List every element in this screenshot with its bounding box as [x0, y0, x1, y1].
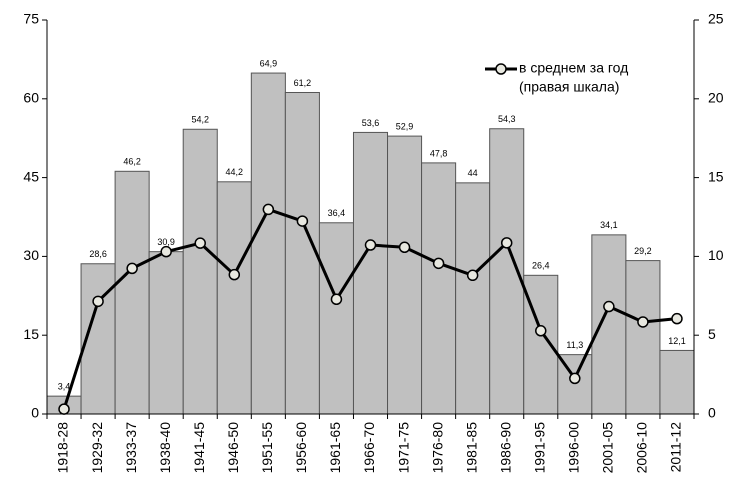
legend-marker: [495, 63, 507, 75]
y2-tick-label: 0: [708, 405, 716, 421]
y2-tick-label: 20: [708, 90, 724, 106]
value-label: 3,4: [58, 382, 71, 392]
marker: [671, 312, 683, 325]
value-label: 53,6: [362, 118, 380, 128]
marker: [535, 325, 547, 337]
x-tick-label: 1981-85: [463, 422, 479, 474]
value-label: 30,9: [157, 237, 175, 247]
value-label: 61,2: [294, 78, 312, 88]
y-tick-label: 15: [23, 326, 39, 342]
bar: [182, 128, 218, 415]
bar: [557, 354, 593, 415]
x-tick-label: 1951-55: [259, 422, 275, 474]
marker: [569, 372, 581, 385]
value-label: 46,2: [123, 157, 141, 167]
marker: [160, 245, 172, 258]
x-tick-label: 1976-80: [429, 422, 445, 474]
marker: [364, 239, 377, 251]
x-tick-label: 1961-65: [327, 422, 343, 474]
value-label: 29,2: [634, 246, 652, 256]
y-tick-label: 75: [23, 11, 39, 27]
x-tick-label: 1956-60: [293, 422, 309, 474]
x-tick-label: 2011-12: [668, 422, 684, 473]
bar: [148, 251, 184, 415]
marker: [262, 203, 275, 216]
marker: [432, 257, 445, 270]
marker: [603, 300, 615, 313]
x-tick-label: 1933-37: [123, 422, 139, 474]
value-label: 34,1: [600, 220, 618, 230]
bar: [284, 91, 320, 415]
marker: [228, 268, 241, 281]
marker: [330, 293, 343, 306]
x-tick-label: 1946-50: [225, 422, 241, 474]
bar: [387, 135, 423, 415]
x-tick-label: 1966-70: [361, 422, 377, 474]
marker: [296, 215, 309, 227]
value-label: 44: [468, 168, 478, 178]
x-tick-label: 1996-00: [566, 422, 582, 474]
bar: [421, 162, 457, 415]
bar: [216, 181, 252, 415]
y2-tick-label: 25: [708, 11, 724, 27]
y-tick-label: 0: [31, 405, 39, 421]
legend-label: в среднем за год: [519, 60, 628, 76]
bar: [625, 260, 661, 415]
x-tick-label: 2001-05: [600, 422, 616, 474]
marker: [500, 237, 513, 249]
bar: [114, 170, 150, 415]
y2-tick-label: 10: [708, 247, 724, 263]
value-label: 47,8: [430, 148, 448, 158]
value-label: 26,4: [532, 261, 550, 271]
marker: [398, 241, 411, 254]
value-label: 44,2: [226, 167, 244, 177]
bar: [659, 349, 695, 415]
value-label: 64,9: [260, 58, 278, 68]
legend-note: (правая шкала): [519, 79, 619, 95]
x-tick-label: 1918-28: [55, 422, 71, 474]
x-tick-label: 2006-10: [634, 422, 650, 474]
y-tick-label: 30: [23, 247, 39, 263]
marker: [466, 269, 479, 282]
bar: [352, 131, 389, 415]
y2-tick-label: 15: [708, 168, 724, 184]
value-label: 28,6: [89, 249, 107, 259]
marker: [58, 403, 70, 415]
x-tick-label: 1971-75: [395, 422, 411, 474]
value-label: 54,2: [191, 115, 209, 125]
marker: [126, 262, 138, 275]
value-label: 54,3: [498, 114, 516, 124]
x-tick-label: 1986-90: [497, 422, 513, 474]
bar: [318, 222, 354, 415]
x-tick-label: 1938-40: [157, 422, 173, 474]
bar: [455, 182, 491, 415]
y-tick-label: 45: [23, 168, 39, 184]
marker: [637, 316, 649, 328]
value-label: 52,9: [396, 121, 414, 131]
value-label: 36,4: [328, 208, 346, 218]
x-tick-label: 1991-95: [531, 422, 547, 474]
bar: [591, 234, 627, 415]
y2-tick-label: 5: [708, 326, 716, 342]
marker: [194, 237, 206, 249]
x-tick-label: 1941-45: [191, 422, 207, 474]
marker: [92, 295, 104, 308]
bar: [250, 72, 286, 415]
value-label: 11,3: [566, 340, 583, 350]
x-tick-label: 1929-32: [89, 422, 105, 474]
value-label: 12,1: [668, 336, 686, 346]
y-tick-label: 60: [23, 90, 39, 106]
